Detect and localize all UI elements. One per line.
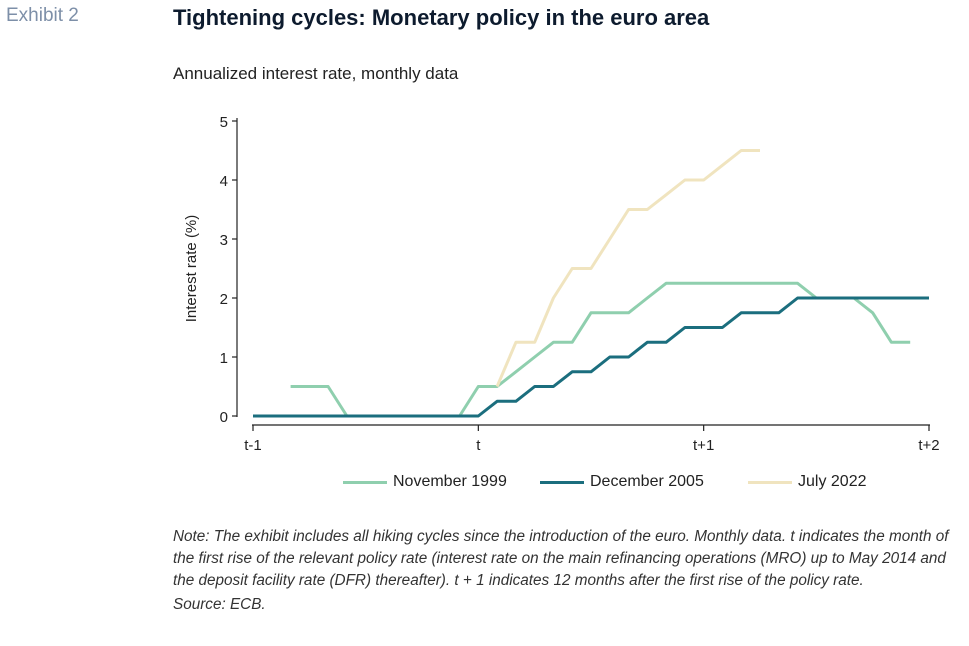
y-axis-title: Interest rate (%) <box>183 215 200 323</box>
x-tick-label-2: t+1 <box>693 437 714 454</box>
note-text: Note: The exhibit includes all hiking cy… <box>173 528 949 589</box>
legend-item-november-1999: November 1999 <box>343 472 507 492</box>
y-tick-label-1: 1 <box>220 350 228 367</box>
source-text: Source: ECB. <box>173 596 266 613</box>
chart-subtitle: Annualized interest rate, monthly data <box>173 64 459 83</box>
legend-swatch-july-2022 <box>748 480 792 484</box>
legend-swatch-december-2005 <box>540 480 584 484</box>
exhibit-label: Exhibit 2 <box>6 5 79 26</box>
series-line-december-2005 <box>253 296 929 418</box>
chart-title: Tightening cycles: Monetary policy in th… <box>173 5 710 30</box>
legend-item-december-2005: December 2005 <box>540 472 704 492</box>
legend-label-december-2005: December 2005 <box>590 473 704 490</box>
series-line-july-2022 <box>495 149 760 388</box>
legend-item-july-2022: July 2022 <box>748 472 867 492</box>
legend-label-july-2022: July 2022 <box>798 473 867 490</box>
y-tick-label-0: 0 <box>220 409 228 426</box>
footnote: Note: The exhibit includes all hiking cy… <box>173 526 963 616</box>
x-tick-label-1: t <box>476 437 481 454</box>
y-tick-label-3: 3 <box>220 232 228 249</box>
x-tick-label-0: t-1 <box>244 437 262 454</box>
y-tick-label-2: 2 <box>220 291 228 308</box>
y-tick-label-4: 4 <box>220 173 228 190</box>
legend-label-november-1999: November 1999 <box>393 473 507 490</box>
series-line-november-1999 <box>290 281 911 418</box>
x-tick-label-3: t+2 <box>918 437 939 454</box>
legend-swatch-november-1999 <box>343 480 387 484</box>
y-tick-label-5: 5 <box>220 114 228 131</box>
